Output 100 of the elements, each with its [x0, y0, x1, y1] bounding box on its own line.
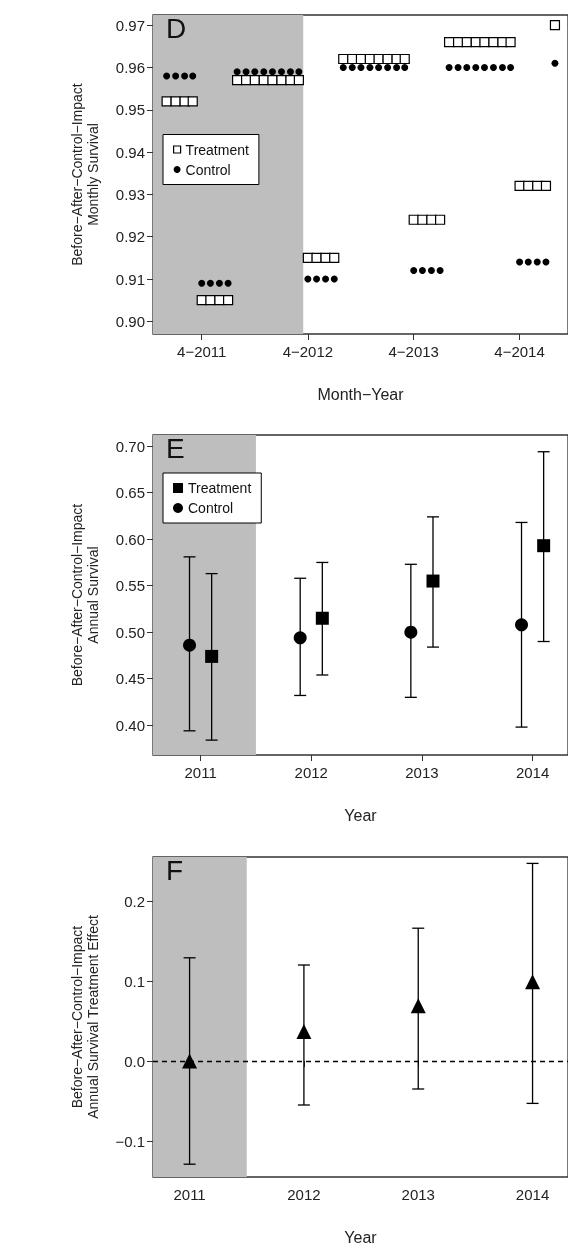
y-axis-title: Before−After−Control−Impact Annual Survival — [69, 503, 101, 687]
point — [436, 267, 444, 275]
point — [480, 63, 488, 71]
y-tick-label: −0.1 — [115, 1132, 145, 1150]
point — [401, 63, 409, 71]
point — [322, 275, 330, 283]
point — [410, 998, 426, 1014]
point — [549, 20, 561, 31]
y-tick-label: 0.45 — [115, 670, 145, 688]
x-tick-label: 2012 — [294, 764, 328, 781]
y-tick-label: 0.0 — [124, 1052, 145, 1070]
y-tick-label: 0.91 — [115, 270, 145, 288]
chart-title: E — [166, 432, 185, 464]
point — [293, 631, 307, 645]
point — [268, 68, 276, 76]
legend-label: Control — [185, 161, 231, 178]
point — [357, 63, 365, 71]
point — [551, 59, 559, 67]
point — [182, 1053, 198, 1069]
y-tick-label: 0.1 — [124, 972, 145, 990]
y-tick-label: 0.50 — [115, 623, 145, 641]
x-tick-label: 2012 — [287, 1186, 321, 1203]
point — [339, 63, 347, 71]
point — [187, 96, 198, 107]
point — [286, 68, 294, 76]
point — [215, 279, 223, 287]
point — [293, 75, 304, 86]
x-tick-label: 2013 — [401, 1186, 435, 1203]
point — [189, 72, 197, 80]
legend-label: Control — [188, 500, 234, 516]
point — [260, 68, 268, 76]
point — [516, 258, 524, 266]
y-tick-label: 0.65 — [115, 484, 145, 502]
point — [393, 63, 401, 71]
point — [163, 72, 171, 80]
y-axis-title: Before−After−Control−Impact Monthly Survival — [69, 83, 101, 266]
x-tick-label: 4−2014 — [494, 343, 545, 360]
point — [515, 618, 529, 632]
point — [498, 63, 506, 71]
point — [172, 72, 180, 80]
point — [295, 68, 303, 76]
x-tick-label: 2011 — [173, 1186, 206, 1203]
point — [418, 267, 426, 275]
y-tick-label: 0.93 — [115, 185, 145, 203]
point — [206, 279, 214, 287]
legend-label: Treatment — [185, 141, 249, 158]
point — [463, 63, 471, 71]
point — [223, 295, 234, 306]
y-tick-label: 0.70 — [115, 437, 145, 455]
point — [505, 36, 516, 48]
point — [251, 68, 259, 76]
point — [205, 649, 219, 663]
point — [348, 63, 356, 71]
point — [330, 275, 338, 283]
y-tick-label: 0.97 — [115, 16, 145, 34]
point — [366, 63, 374, 71]
y-tick-label: 0.95 — [115, 101, 145, 119]
y-tick-label: 0.2 — [124, 892, 145, 910]
point — [181, 72, 189, 80]
x-axis-title: Year — [344, 806, 378, 824]
legend-label: Treatment — [188, 480, 252, 496]
point — [277, 68, 285, 76]
point — [375, 63, 383, 71]
point — [427, 267, 435, 275]
y-tick-label: 0.96 — [115, 58, 145, 76]
point — [384, 63, 392, 71]
point — [313, 275, 321, 283]
y-tick-label: 0.55 — [115, 577, 145, 595]
y-tick-label: 0.92 — [115, 228, 145, 246]
x-tick-label: 2014 — [515, 1186, 550, 1203]
point — [537, 539, 551, 553]
point — [296, 1023, 312, 1039]
point — [329, 252, 340, 263]
point — [525, 974, 541, 990]
point — [489, 63, 497, 71]
point — [410, 267, 418, 275]
x-tick-label: 4−2013 — [388, 343, 439, 360]
y-tick-label: 0.40 — [115, 716, 145, 734]
x-axis-title: Year — [344, 1228, 378, 1246]
point — [315, 611, 329, 625]
point — [507, 63, 515, 71]
point — [454, 63, 462, 71]
point — [533, 258, 541, 266]
y-tick-label: 0.94 — [115, 143, 145, 161]
x-tick-label: 2013 — [405, 764, 439, 781]
point — [445, 63, 453, 71]
y-axis-title: Before−After−Control−Impact Annual Survival Treatment Effect — [69, 915, 101, 1119]
x-tick-label: 4−2012 — [282, 343, 334, 360]
point — [242, 68, 250, 76]
point — [198, 279, 206, 287]
y-tick-label: 0.90 — [115, 312, 145, 330]
point — [224, 279, 232, 287]
chart-title: F — [166, 854, 184, 886]
point — [426, 574, 440, 588]
point — [404, 625, 418, 639]
point — [540, 180, 552, 192]
x-tick-label: 2011 — [184, 764, 217, 781]
x-axis-title: Month−Year — [317, 385, 405, 403]
y-tick-label: 0.60 — [115, 530, 145, 548]
x-tick-label: 2014 — [515, 764, 550, 781]
